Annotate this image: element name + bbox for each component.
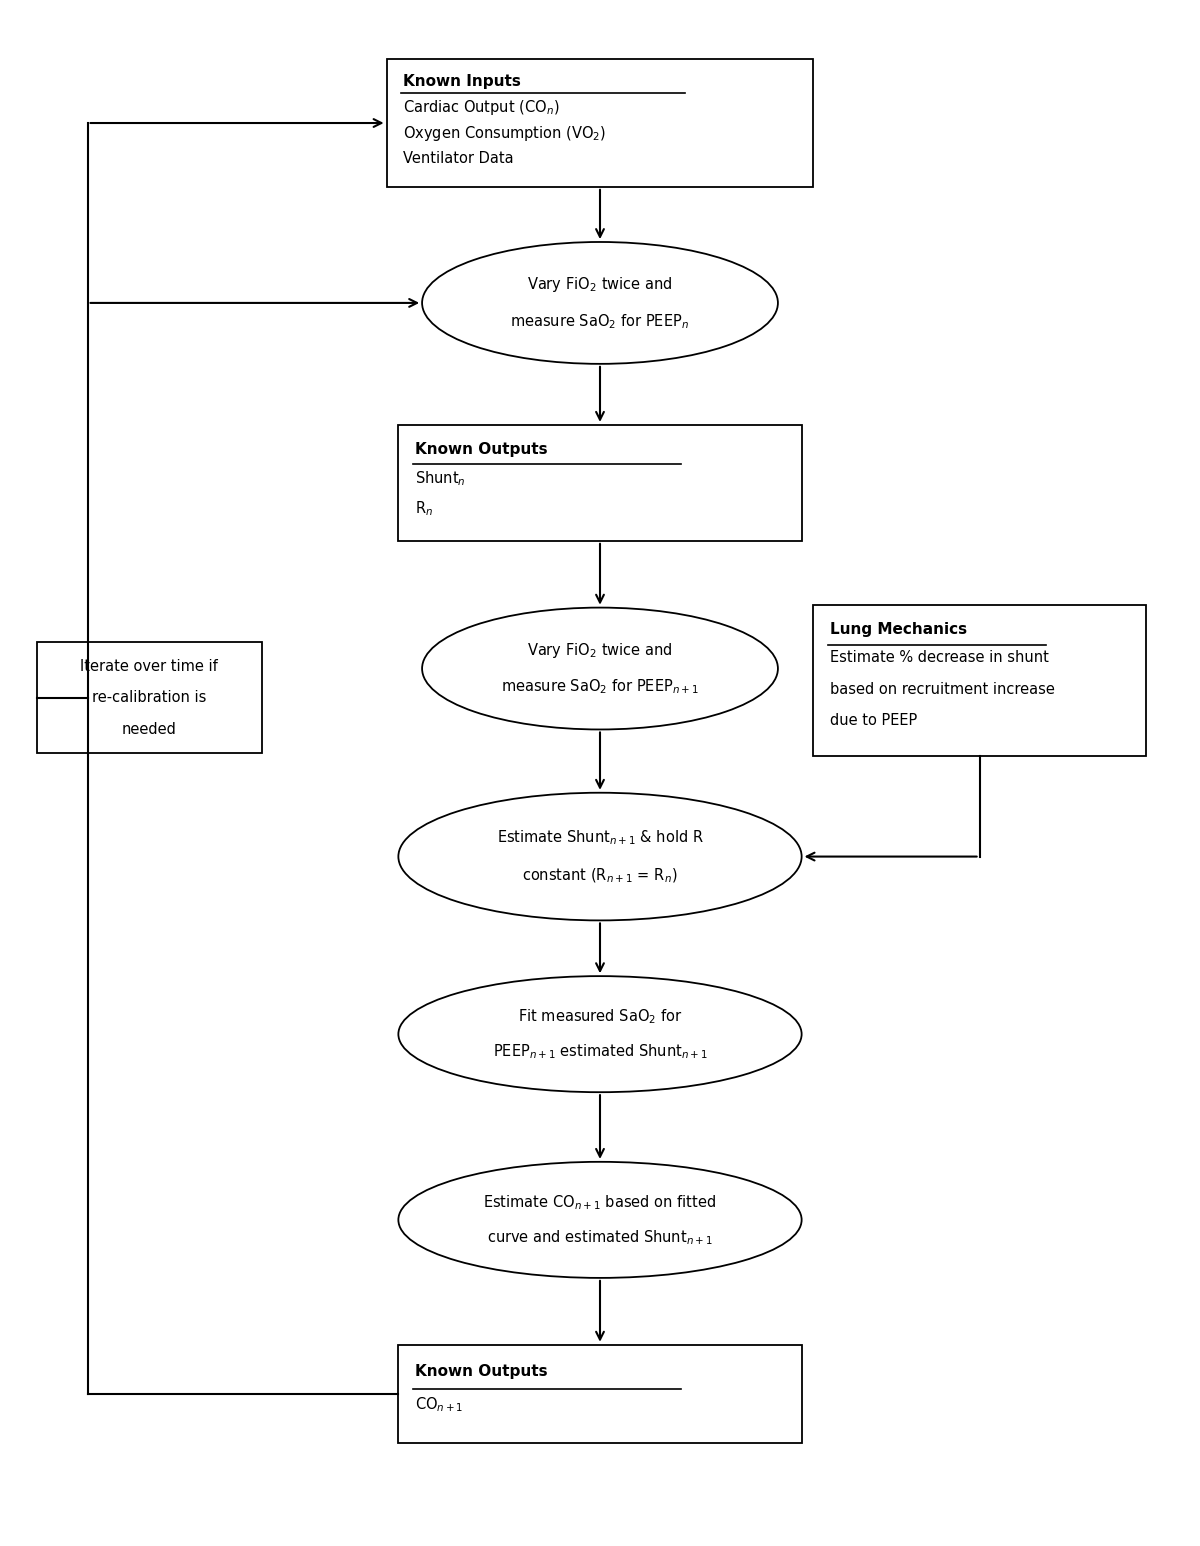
FancyBboxPatch shape (814, 604, 1146, 756)
Text: due to PEEP: due to PEEP (830, 713, 917, 728)
Ellipse shape (398, 1163, 802, 1279)
FancyBboxPatch shape (398, 1345, 802, 1444)
Ellipse shape (422, 608, 778, 730)
Text: needed: needed (122, 722, 176, 736)
Text: Vary FiO$_2$ twice and: Vary FiO$_2$ twice and (527, 275, 673, 294)
Text: Ventilator Data: Ventilator Data (403, 152, 514, 165)
Text: Known Outputs: Known Outputs (415, 1364, 547, 1379)
Text: Vary FiO$_2$ twice and: Vary FiO$_2$ twice and (527, 640, 673, 660)
Ellipse shape (398, 793, 802, 920)
Text: curve and estimated Shunt$_{n+1}$: curve and estimated Shunt$_{n+1}$ (487, 1228, 713, 1246)
Text: CO$_{n+1}$: CO$_{n+1}$ (415, 1396, 463, 1415)
Text: constant (R$_{n+1}$ = R$_n$): constant (R$_{n+1}$ = R$_n$) (522, 866, 678, 884)
Text: Fit measured SaO$_2$ for: Fit measured SaO$_2$ for (517, 1008, 683, 1027)
Text: Estimate Shunt$_{n+1}$ & hold R: Estimate Shunt$_{n+1}$ & hold R (497, 829, 703, 847)
FancyBboxPatch shape (36, 643, 262, 753)
Text: Estimate % decrease in shunt: Estimate % decrease in shunt (830, 651, 1049, 665)
Ellipse shape (398, 976, 802, 1091)
Text: measure SaO$_2$ for PEEP$_n$: measure SaO$_2$ for PEEP$_n$ (510, 312, 690, 331)
Text: re-calibration is: re-calibration is (92, 690, 206, 705)
Text: Cardiac Output (CO$_n$): Cardiac Output (CO$_n$) (403, 97, 559, 117)
Text: R$_n$: R$_n$ (415, 499, 433, 518)
Text: Shunt$_n$: Shunt$_n$ (415, 468, 466, 489)
FancyBboxPatch shape (398, 425, 802, 541)
Text: PEEP$_{n+1}$ estimated Shunt$_{n+1}$: PEEP$_{n+1}$ estimated Shunt$_{n+1}$ (493, 1042, 707, 1061)
Text: Oxygen Consumption (VO$_2$): Oxygen Consumption (VO$_2$) (403, 124, 606, 144)
Text: Known Outputs: Known Outputs (415, 442, 547, 456)
Text: Lung Mechanics: Lung Mechanics (830, 621, 967, 637)
Text: measure SaO$_2$ for PEEP$_{n+1}$: measure SaO$_2$ for PEEP$_{n+1}$ (502, 677, 698, 696)
Text: Estimate CO$_{n+1}$ based on fitted: Estimate CO$_{n+1}$ based on fitted (484, 1194, 716, 1212)
Text: Known Inputs: Known Inputs (403, 74, 521, 88)
FancyBboxPatch shape (386, 59, 814, 187)
Ellipse shape (422, 243, 778, 363)
Text: based on recruitment increase: based on recruitment increase (830, 682, 1055, 697)
Text: Iterate over time if: Iterate over time if (80, 659, 218, 674)
